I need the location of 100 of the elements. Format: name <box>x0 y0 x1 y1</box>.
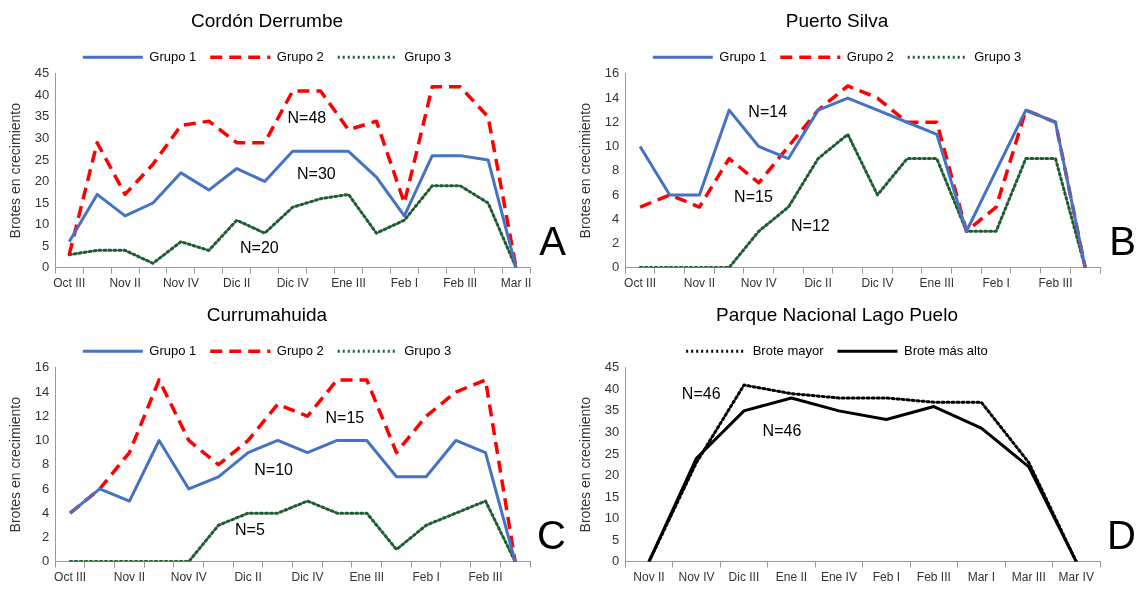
legend-label: Grupo 1 <box>149 342 197 358</box>
y-tick-label: 35 <box>604 402 620 418</box>
y-tick-label: 6 <box>42 480 50 496</box>
x-tick-label: Feb III <box>443 276 478 291</box>
x-tick-label: Mar I <box>967 570 995 585</box>
y-tick-label: 45 <box>34 65 50 81</box>
y-tick-label: 16 <box>604 65 620 81</box>
annotation: N=48 <box>287 108 327 126</box>
y-tick-label: 4 <box>42 504 50 520</box>
x-tick-label: Mar II <box>500 276 532 291</box>
y-tick-label: 14 <box>604 89 620 105</box>
annotation: N=15 <box>734 188 773 206</box>
x-tick-label: Oct III <box>624 276 657 291</box>
x-tick-label: Feb III <box>916 570 951 585</box>
y-tick-label: 0 <box>612 259 620 275</box>
y-tick-label: 25 <box>604 445 620 461</box>
y-tick-label: 10 <box>604 510 620 526</box>
x-tick-label: Mar III <box>1011 570 1046 585</box>
x-tick-label: Dic II <box>804 276 832 291</box>
y-tick-label: 35 <box>34 108 50 124</box>
y-tick-label: 10 <box>34 432 50 448</box>
x-tick-label: Feb I <box>982 276 1010 291</box>
text: A <box>539 218 567 263</box>
x-tick-label: Dic II <box>223 276 251 291</box>
y-tick-label: 0 <box>612 553 620 569</box>
annotation: N=46 <box>762 422 802 440</box>
annotation: N=46 <box>681 385 721 403</box>
y-tick-label: 30 <box>604 423 620 439</box>
y-tick-label: 15 <box>34 194 50 210</box>
y-axis-title: Brotes en crecimiento <box>577 102 594 239</box>
text: D <box>1107 512 1136 557</box>
annotation: N=20 <box>240 238 279 256</box>
y-tick-label: 2 <box>42 528 50 544</box>
y-tick-label: 15 <box>604 488 620 504</box>
y-tick-label: 20 <box>34 173 50 189</box>
x-tick-label: Feb III <box>468 570 503 585</box>
y-tick-label: 16 <box>34 359 50 375</box>
x-tick-label: Nov II <box>683 276 716 291</box>
legend-label: Brote mayor <box>752 342 825 358</box>
annotation: N=10 <box>254 460 294 478</box>
legend-label: Grupo 3 <box>404 48 452 64</box>
x-tick-label: Nov IV <box>740 276 777 291</box>
x-tick-label: Oct III <box>54 570 87 585</box>
y-tick-label: 4 <box>612 210 620 226</box>
x-tick-label: Mar IV <box>1058 570 1094 585</box>
line-series <box>68 378 517 562</box>
x-tick-label: Dic IV <box>861 276 894 291</box>
chart-title: Parque Nacional Lago Puelo <box>716 303 958 325</box>
x-tick-label: Oct III <box>53 276 86 291</box>
y-tick-label: 10 <box>604 138 620 154</box>
annotation: N=15 <box>325 408 365 426</box>
x-tick-label: Feb I <box>872 570 901 585</box>
annotation: N=5 <box>235 521 265 538</box>
y-tick-label: 25 <box>34 151 50 167</box>
legend-label: Grupo 2 <box>276 48 324 64</box>
y-axis-title: Brotes en crecimiento <box>577 396 594 533</box>
y-tick-label: 0 <box>42 259 50 275</box>
y-tick-label: 8 <box>612 162 620 178</box>
y-tick-label: 10 <box>34 216 50 232</box>
y-tick-label: 45 <box>604 359 620 375</box>
y-tick-label: 5 <box>612 531 620 547</box>
text: C <box>537 512 566 557</box>
x-tick-label: Nov IV <box>678 570 715 585</box>
y-tick-label: 0 <box>42 553 50 569</box>
x-tick-label: Nov IV <box>162 276 199 291</box>
y-tick-label: 12 <box>604 113 620 129</box>
x-tick-label: Ene IV <box>820 570 857 585</box>
x-tick-label: Ene II <box>775 570 808 585</box>
y-tick-label: 30 <box>34 129 50 145</box>
x-tick-label: Ene III <box>331 276 366 291</box>
legend-label: Grupo 3 <box>404 342 452 358</box>
y-tick-label: 40 <box>34 86 50 102</box>
legend-label: Grupo 2 <box>276 342 324 358</box>
x-tick-label: Nov IV <box>170 570 207 585</box>
chart-title: Puerto Silva <box>785 9 889 31</box>
y-tick-label: 12 <box>34 407 50 423</box>
annotation: N=30 <box>297 164 336 182</box>
chart-title: Cordón Derrumbe <box>190 9 344 31</box>
chart-title: Currumahuida <box>206 303 328 325</box>
annotation: N=14 <box>748 102 788 120</box>
x-tick-label: Dic II <box>234 570 262 585</box>
x-tick-label: Nov II <box>113 570 146 585</box>
y-tick-label: 6 <box>612 186 620 202</box>
x-tick-label: Nov II <box>633 570 665 585</box>
legend-label: Grupo 2 <box>846 48 894 64</box>
y-tick-label: 2 <box>612 234 620 250</box>
x-tick-label: Ene III <box>919 276 955 291</box>
text: B <box>1109 218 1136 263</box>
legend-label: Grupo 1 <box>149 48 197 64</box>
y-tick-label: 14 <box>34 383 50 399</box>
y-tick-label: 8 <box>42 456 50 472</box>
x-tick-label: Feb III <box>1038 276 1073 291</box>
x-tick-label: Dic III <box>728 570 760 585</box>
legend-label: Brote más alto <box>903 342 988 358</box>
y-tick-label: 20 <box>604 467 620 483</box>
legend-label: Grupo 3 <box>974 48 1022 64</box>
x-tick-label: Feb I <box>390 276 419 291</box>
legend-label: Grupo 1 <box>719 48 767 64</box>
y-tick-label: 40 <box>604 380 620 396</box>
x-tick-label: Feb I <box>412 570 440 585</box>
